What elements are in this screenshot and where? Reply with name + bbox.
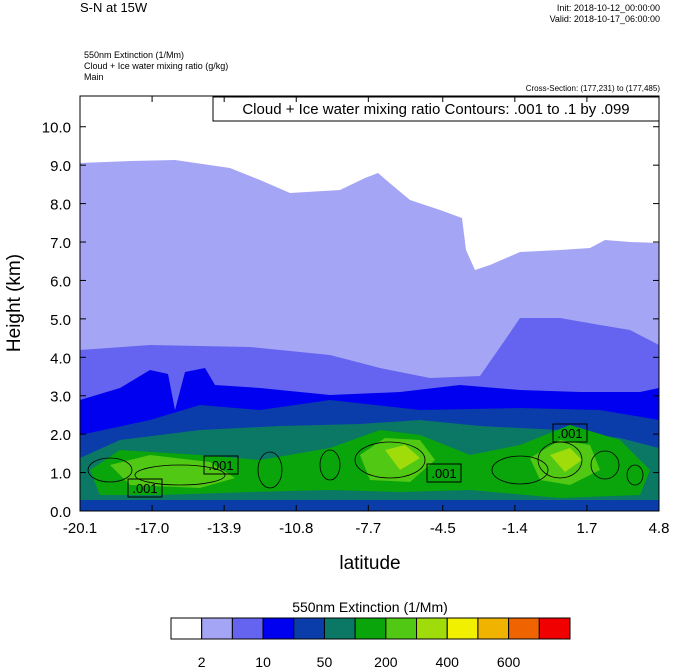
colorbar-label: 400 xyxy=(436,654,460,668)
x-tick-label: 1.7 xyxy=(576,520,597,537)
y-tick-label: 7.0 xyxy=(50,235,71,252)
colorbar-box xyxy=(446,617,479,640)
colorbar-label: 2 xyxy=(198,654,206,668)
filled-contour xyxy=(550,448,582,472)
contour-label: .001 xyxy=(431,466,456,481)
colorbar-box xyxy=(477,617,510,640)
x-tick-label: -17.0 xyxy=(135,520,169,537)
subtitle: 550nm Extinction (1/Mm) xyxy=(84,50,184,60)
y-tick-label: 3.0 xyxy=(50,389,71,406)
init-time: Init: 2018-10-12_00:00:00 xyxy=(557,3,660,13)
colorbar-box xyxy=(323,617,356,640)
x-tick-label: -10.8 xyxy=(279,520,313,537)
y-tick-label: 10.0 xyxy=(42,120,71,137)
valid-time: Valid: 2018-10-17_06:00:00 xyxy=(550,14,660,24)
x-tick-label: -13.9 xyxy=(207,520,241,537)
colorbar-box xyxy=(416,617,448,640)
colorbar-box xyxy=(170,617,203,640)
y-tick-label: 9.0 xyxy=(50,158,71,175)
x-tick-label: -7.7 xyxy=(355,520,381,537)
note-box xyxy=(212,96,660,122)
x-axis-label: latitude xyxy=(339,553,400,574)
colorbar-box xyxy=(201,617,233,640)
x-tick-label: 4.8 xyxy=(649,520,670,537)
contour-line xyxy=(590,450,620,480)
colorbar-box xyxy=(262,617,295,640)
colorbar-box xyxy=(538,617,571,640)
chart-title: S-N at 15W xyxy=(80,0,148,15)
contour-label-box xyxy=(203,455,239,475)
colorbar-box xyxy=(508,617,540,640)
filled-contour xyxy=(385,445,420,470)
contour-line xyxy=(87,457,133,483)
contour-line xyxy=(134,464,226,486)
contour-label-box xyxy=(127,478,163,498)
contour-label-box xyxy=(426,463,462,483)
colorbar-box xyxy=(293,617,325,640)
contour-label: .001 xyxy=(557,426,582,441)
contour-line xyxy=(354,441,426,479)
x-tick-label: -1.4 xyxy=(502,520,528,537)
plot-frame xyxy=(79,95,660,512)
contour-line xyxy=(626,464,644,486)
y-tick-label: 2.0 xyxy=(50,427,71,444)
colorbar-title: 550nm Extinction (1/Mm) xyxy=(292,599,448,615)
colorbar-box xyxy=(385,617,418,640)
contour-label: .001 xyxy=(208,458,233,473)
y-tick-label: 8.0 xyxy=(50,197,71,214)
colorbar-label: 200 xyxy=(374,654,398,668)
contour-label-box xyxy=(552,423,588,443)
y-tick-label: 4.0 xyxy=(50,350,71,367)
subtitle: Main xyxy=(84,72,104,82)
contour-line xyxy=(491,455,549,485)
contour-line xyxy=(257,451,283,489)
contour-label: .001 xyxy=(132,481,157,496)
colorbar-box xyxy=(231,617,264,640)
contour-line xyxy=(319,449,341,481)
y-axis-label: Height (km) xyxy=(4,254,25,352)
x-tick-label: -20.1 xyxy=(63,520,97,537)
colorbar-label: 600 xyxy=(497,654,521,668)
y-tick-label: 0.0 xyxy=(50,504,71,521)
y-tick-label: 5.0 xyxy=(50,312,71,329)
contour-note: Cloud + Ice water mixing ratio Contours:… xyxy=(242,101,629,118)
colorbar-label: 50 xyxy=(317,654,333,668)
x-tick-label: -4.5 xyxy=(430,520,456,537)
colorbar-label: 10 xyxy=(255,654,271,668)
cross-section: Cross-Section: (177,231) to (177,485) xyxy=(526,84,661,93)
plot-area: .001 .001 .001 .001 xyxy=(80,160,659,511)
subtitle: Cloud + Ice water mixing ratio (g/kg) xyxy=(84,61,228,71)
y-tick-label: 6.0 xyxy=(50,273,71,290)
colorbar-box xyxy=(354,617,387,640)
y-tick-label: 1.0 xyxy=(50,466,71,483)
